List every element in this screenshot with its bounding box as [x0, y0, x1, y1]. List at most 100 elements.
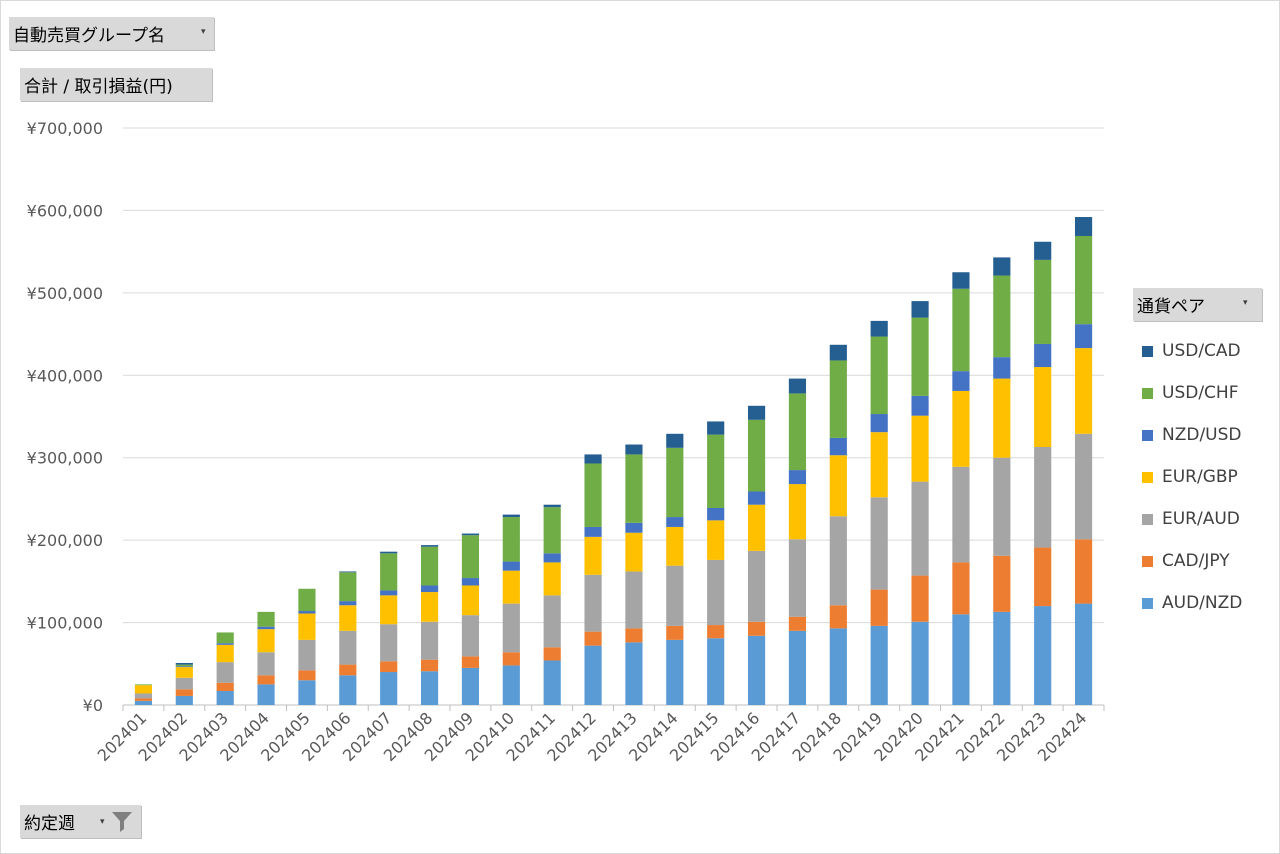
bar-segment-aud-nzd[interactable]: [829, 628, 847, 705]
bar-segment-cad-jpy[interactable]: [707, 625, 725, 639]
bar-segment-eur-aud[interactable]: [257, 652, 275, 676]
bar-segment-aud-nzd[interactable]: [666, 639, 684, 705]
dropdown-arrow-icon[interactable]: ▾: [100, 817, 105, 827]
bar-segment-usd-chf[interactable]: [420, 546, 439, 586]
bar-segment-usd-chf[interactable]: [829, 360, 847, 438]
bar-segment-aud-nzd[interactable]: [870, 625, 888, 705]
bar-segment-usd-chf[interactable]: [1034, 259, 1052, 344]
bar-segment-eur-gbp[interactable]: [502, 570, 520, 604]
bar-segment-nzd-usd[interactable]: [625, 522, 643, 533]
bar-segment-eur-gbp[interactable]: [870, 432, 888, 498]
legend-field-filter-button[interactable]: 通貨ペア ▾: [1133, 288, 1262, 321]
bar-segment-cad-jpy[interactable]: [993, 555, 1011, 612]
bar-segment-eur-gbp[interactable]: [257, 629, 275, 653]
bar-segment-nzd-usd[interactable]: [870, 414, 888, 433]
bar-segment-usd-chf[interactable]: [952, 288, 970, 372]
bar-segment-eur-gbp[interactable]: [420, 592, 439, 622]
bar-segment-aud-nzd[interactable]: [420, 671, 439, 705]
bar-segment-usd-chf[interactable]: [625, 454, 643, 523]
bar-segment-nzd-usd[interactable]: [216, 643, 234, 645]
bar-segment-nzd-usd[interactable]: [298, 611, 316, 614]
bar-segment-usd-cad[interactable]: [666, 433, 684, 448]
legend-item[interactable]: CAD/JPY: [1142, 540, 1242, 582]
dropdown-arrow-icon[interactable]: ▾: [201, 27, 206, 37]
bar-segment-usd-cad[interactable]: [1074, 217, 1093, 236]
bar-segment-nzd-usd[interactable]: [707, 507, 725, 521]
legend-item[interactable]: NZD/USD: [1142, 414, 1242, 456]
bar-segment-eur-aud[interactable]: [870, 497, 888, 590]
bar-segment-eur-aud[interactable]: [1074, 433, 1093, 540]
bar-segment-aud-nzd[interactable]: [461, 667, 480, 705]
bar-segment-eur-aud[interactable]: [625, 571, 643, 629]
bar-segment-eur-gbp[interactable]: [298, 613, 316, 640]
legend-item[interactable]: EUR/GBP: [1142, 456, 1242, 498]
filter-funnel-icon[interactable]: [110, 809, 134, 833]
bar-segment-nzd-usd[interactable]: [993, 357, 1011, 379]
bar-segment-eur-gbp[interactable]: [216, 644, 234, 663]
bar-segment-nzd-usd[interactable]: [829, 437, 847, 456]
bar-segment-eur-aud[interactable]: [216, 662, 234, 683]
bar-segment-eur-gbp[interactable]: [134, 685, 153, 694]
bar-segment-eur-aud[interactable]: [461, 615, 480, 657]
bar-segment-cad-jpy[interactable]: [747, 621, 766, 636]
bar-segment-aud-nzd[interactable]: [952, 614, 970, 705]
legend-item[interactable]: AUD/NZD: [1142, 582, 1242, 624]
bar-segment-eur-aud[interactable]: [134, 693, 153, 699]
bar-segment-cad-jpy[interactable]: [257, 675, 275, 685]
bar-segment-nzd-usd[interactable]: [1074, 324, 1093, 349]
bar-segment-usd-cad[interactable]: [911, 301, 929, 318]
bar-segment-usd-chf[interactable]: [380, 553, 398, 591]
bar-segment-cad-jpy[interactable]: [911, 575, 929, 622]
dropdown-arrow-icon[interactable]: ▾: [1243, 298, 1248, 308]
bar-segment-eur-aud[interactable]: [707, 559, 725, 626]
bar-segment-eur-aud[interactable]: [1034, 446, 1052, 548]
bar-segment-usd-chf[interactable]: [461, 535, 480, 579]
bar-segment-eur-gbp[interactable]: [1074, 348, 1093, 434]
bar-segment-usd-chf[interactable]: [870, 336, 888, 415]
bar-segment-aud-nzd[interactable]: [747, 635, 766, 705]
bar-segment-nzd-usd[interactable]: [911, 395, 929, 416]
bar-segment-usd-cad[interactable]: [461, 533, 480, 536]
bar-segment-nzd-usd[interactable]: [952, 371, 970, 391]
bar-segment-usd-chf[interactable]: [298, 588, 316, 612]
bar-segment-nzd-usd[interactable]: [543, 553, 561, 563]
bar-segment-usd-cad[interactable]: [952, 272, 970, 289]
bar-segment-eur-gbp[interactable]: [666, 526, 684, 566]
bar-segment-aud-nzd[interactable]: [216, 690, 234, 705]
bar-segment-usd-chf[interactable]: [666, 447, 684, 518]
bar-segment-usd-cad[interactable]: [1034, 241, 1052, 260]
bar-segment-usd-cad[interactable]: [707, 421, 725, 435]
bar-segment-usd-cad[interactable]: [747, 405, 766, 420]
bar-segment-aud-nzd[interactable]: [625, 642, 643, 705]
group-field-filter-button[interactable]: 自動売買グループ名 ▾: [9, 17, 214, 50]
value-field-button[interactable]: 合計 / 取引損益(円): [20, 68, 212, 101]
bar-segment-eur-aud[interactable]: [298, 639, 316, 671]
bar-segment-eur-gbp[interactable]: [543, 562, 561, 596]
bar-segment-nzd-usd[interactable]: [666, 517, 684, 527]
bar-segment-eur-gbp[interactable]: [461, 585, 480, 616]
bar-segment-usd-chf[interactable]: [216, 632, 234, 644]
bar-segment-cad-jpy[interactable]: [543, 647, 561, 661]
bar-segment-usd-cad[interactable]: [993, 257, 1011, 276]
bar-segment-cad-jpy[interactable]: [870, 589, 888, 626]
bar-segment-usd-chf[interactable]: [747, 419, 766, 492]
bar-segment-usd-cad[interactable]: [829, 344, 847, 361]
bar-segment-cad-jpy[interactable]: [1034, 547, 1052, 607]
bar-segment-eur-gbp[interactable]: [625, 532, 643, 572]
bar-segment-usd-cad[interactable]: [543, 504, 561, 508]
bar-segment-cad-jpy[interactable]: [666, 625, 684, 640]
bar-segment-usd-chf[interactable]: [543, 507, 561, 554]
bar-segment-eur-gbp[interactable]: [584, 536, 602, 575]
bar-segment-nzd-usd[interactable]: [584, 526, 602, 537]
bar-segment-nzd-usd[interactable]: [747, 491, 766, 505]
bar-segment-eur-gbp[interactable]: [911, 415, 929, 482]
bar-segment-cad-jpy[interactable]: [420, 659, 439, 672]
bar-segment-cad-jpy[interactable]: [584, 631, 602, 646]
bar-segment-eur-gbp[interactable]: [380, 595, 398, 625]
bar-segment-usd-chf[interactable]: [175, 664, 193, 667]
bar-segment-cad-jpy[interactable]: [298, 670, 316, 681]
bar-segment-aud-nzd[interactable]: [339, 675, 357, 705]
bar-segment-nzd-usd[interactable]: [339, 601, 357, 606]
bar-segment-aud-nzd[interactable]: [707, 638, 725, 705]
bar-segment-usd-cad[interactable]: [788, 378, 807, 394]
